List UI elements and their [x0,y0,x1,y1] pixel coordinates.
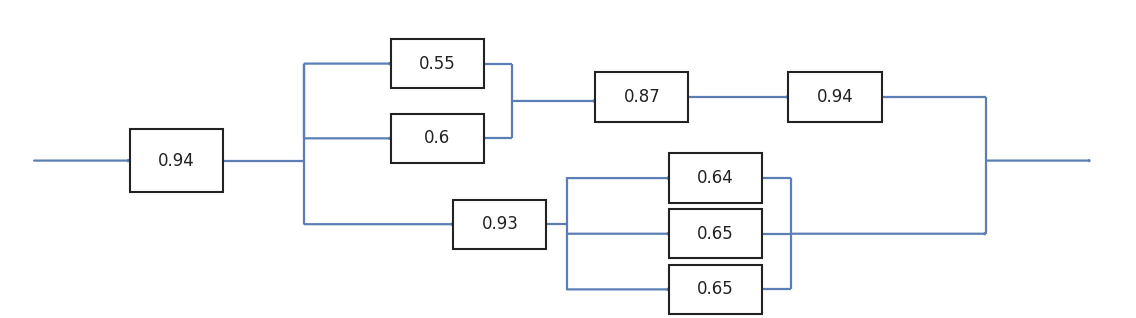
Text: 0.55: 0.55 [419,55,456,73]
FancyBboxPatch shape [391,114,484,163]
Text: 0.6: 0.6 [424,129,451,147]
FancyBboxPatch shape [453,200,546,249]
FancyBboxPatch shape [669,209,762,258]
Text: 0.64: 0.64 [698,169,734,187]
FancyBboxPatch shape [595,72,688,122]
FancyBboxPatch shape [669,153,762,203]
FancyBboxPatch shape [391,39,484,88]
Text: 0.65: 0.65 [698,225,734,243]
Text: 0.93: 0.93 [482,215,518,233]
Text: 0.87: 0.87 [624,88,660,106]
Text: 0.94: 0.94 [158,152,194,169]
FancyBboxPatch shape [669,265,762,314]
FancyBboxPatch shape [788,72,882,122]
Text: 0.65: 0.65 [698,280,734,298]
Text: 0.94: 0.94 [817,88,853,106]
FancyBboxPatch shape [130,129,223,192]
